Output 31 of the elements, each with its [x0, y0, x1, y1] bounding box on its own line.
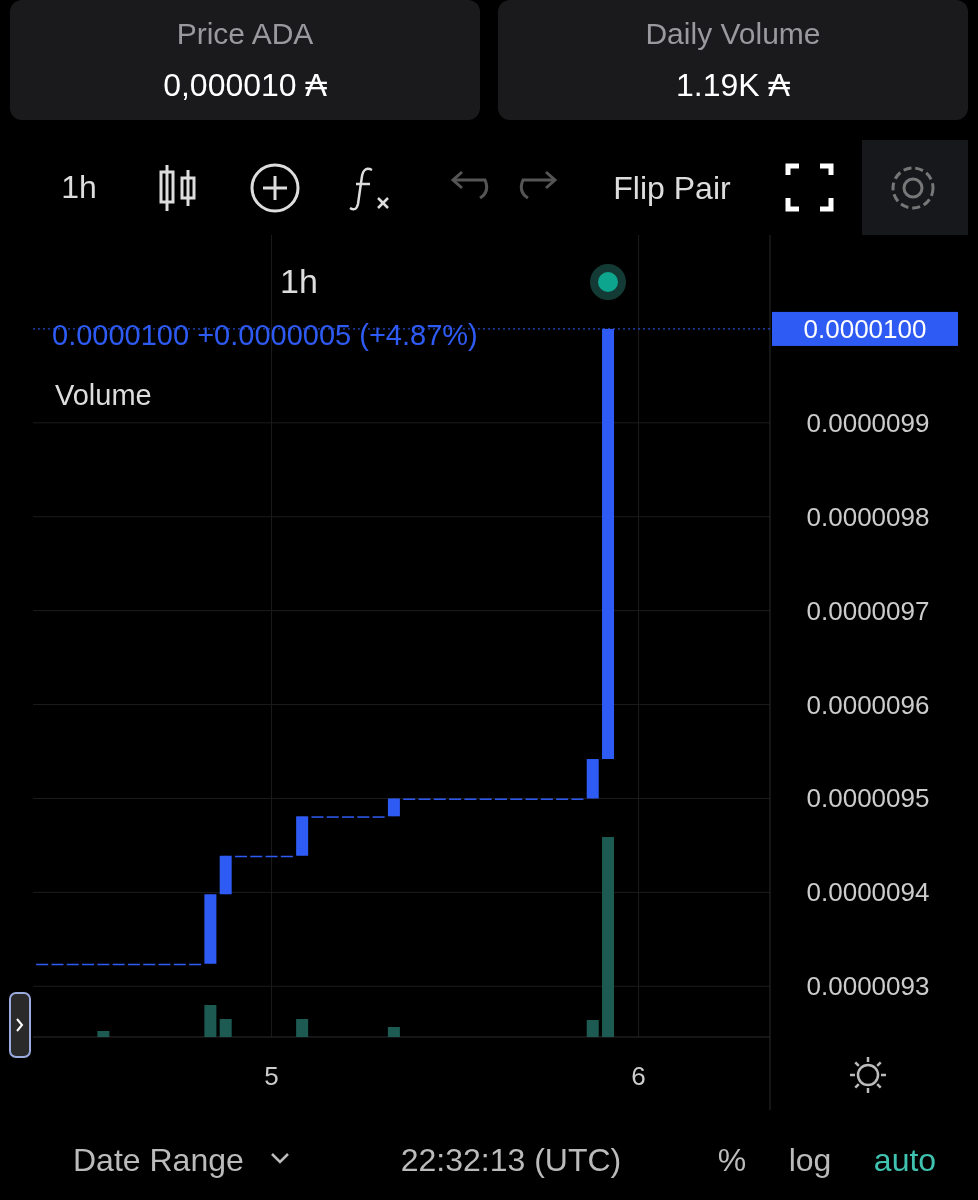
y-tick-label: 0.0000099 — [806, 407, 930, 438]
text: % — [717, 1142, 747, 1178]
y-tick-label: 0.0000093 — [806, 971, 930, 1002]
bar — [387, 1027, 400, 1037]
text: Volume — [55, 379, 152, 411]
text: log — [788, 1142, 832, 1178]
bar — [586, 1020, 599, 1037]
x-tick-label: 5 — [264, 1061, 279, 1091]
text: Price ADA — [176, 17, 314, 50]
bar — [219, 1019, 232, 1037]
ref-line-label: 0.0000100 — [803, 313, 927, 344]
text: 0,000010 ₳ — [163, 67, 328, 103]
text: Flip Pair — [613, 170, 732, 206]
text: Daily Volume — [645, 17, 821, 50]
y-tick-label: 0.0000098 — [806, 501, 930, 532]
text: auto — [873, 1142, 937, 1178]
text: Date Range — [73, 1142, 244, 1178]
x-tick-label: 6 — [631, 1061, 646, 1091]
bar — [204, 1005, 217, 1037]
text: 1h — [280, 262, 318, 300]
bar — [602, 837, 615, 1037]
text: 1h — [61, 169, 97, 205]
y-tick-label: 0.0000096 — [806, 689, 930, 720]
y-tick-label: 0.0000095 — [806, 783, 930, 814]
y-tick-label: 0.0000094 — [806, 877, 930, 908]
annotation: 0.0000100 +0.0000005 (+4.87%) — [52, 319, 478, 351]
bar — [296, 1019, 309, 1037]
text: 1.19K ₳ — [676, 67, 791, 103]
bar — [97, 1031, 110, 1037]
y-tick-label: 0.0000097 — [806, 595, 930, 626]
text: 22:32:13 (UTC) — [400, 1142, 622, 1178]
